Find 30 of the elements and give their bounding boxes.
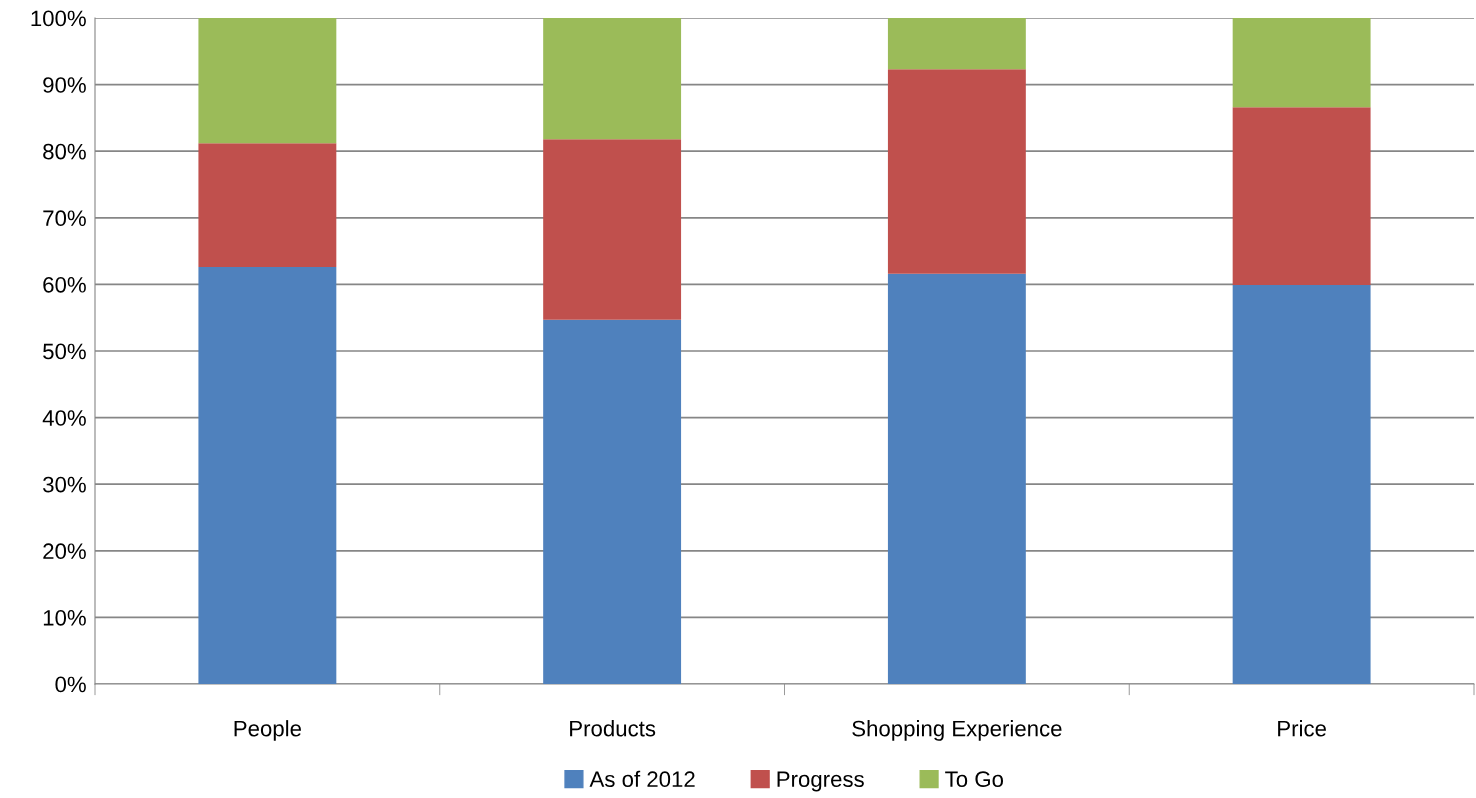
y-tick-label: 30% — [43, 476, 86, 493]
y-tick-label: 40% — [42, 410, 86, 426]
x-tick-label: Products — [570, 720, 656, 737]
y-tick-label: 10% — [43, 609, 86, 626]
bar — [198, 18, 337, 144]
y-tick-label: 60% — [43, 276, 86, 293]
y-tick-label: 80% — [43, 143, 86, 160]
legend-label: Progress — [777, 771, 864, 792]
legend-label: To Go — [945, 771, 1004, 788]
bar — [887, 69, 1026, 274]
y-tick-label: 0% — [55, 676, 86, 693]
y-tick-label: 90% — [43, 77, 86, 93]
bar — [887, 18, 1026, 70]
bar — [1232, 107, 1371, 286]
bar — [198, 267, 337, 684]
bar — [1232, 18, 1371, 108]
bar — [543, 18, 682, 140]
bar — [543, 139, 682, 320]
x-tick-label: Price — [1278, 720, 1326, 737]
x-tick-label: Shopping Experience — [852, 720, 1062, 741]
y-tick-label: 70% — [43, 210, 86, 227]
y-tick-label: 100% — [31, 10, 86, 27]
bar — [198, 143, 337, 268]
y-tick-label: 20% — [43, 543, 86, 560]
y-tick-label: 50% — [43, 343, 86, 360]
legend-label: As of 2012 — [589, 770, 695, 788]
x-tick-label: People — [234, 720, 301, 741]
bar — [887, 273, 1026, 684]
bar — [1232, 285, 1371, 684]
bar — [543, 319, 682, 684]
